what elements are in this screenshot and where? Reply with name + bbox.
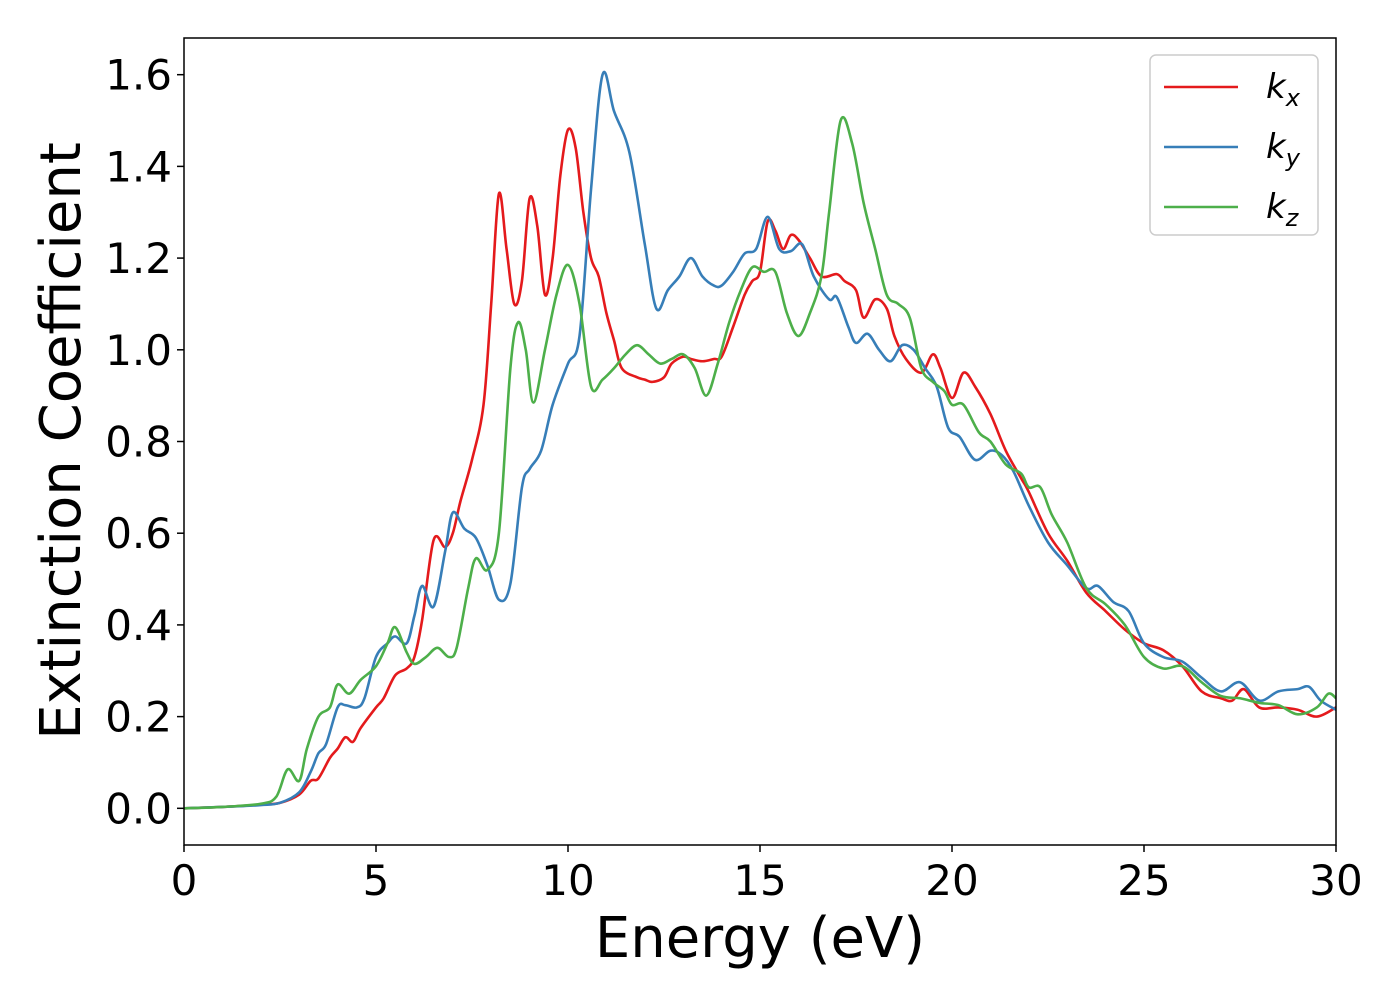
y-tick-label: 1.2 [105,234,172,283]
x-tick-label: 15 [733,856,786,905]
y-tick-label: 1.0 [105,326,172,375]
axis-ticks: 0 5 10 15 20 25 30 0.0 0.2 0.4 0.6 0.8 1.0 1.2 1.4 1.6 [105,51,1363,905]
legend-box [1149,54,1319,236]
x-tick-label: 30 [1309,856,1362,905]
y-axis-title: Extinction Coefficient [29,142,94,740]
y-tick-label: 0.8 [105,418,172,467]
y-tick-label: 0.0 [105,784,172,833]
x-tick-label: 0 [171,856,198,905]
y-tick-label: 0.6 [105,509,172,558]
x-tick-label: 25 [1117,856,1170,905]
x-tick-label: 10 [541,856,594,905]
series-lines [184,70,1336,810]
x-tick-label: 5 [363,856,390,905]
series-line-z [184,116,1336,810]
y-tick-label: 0.2 [105,693,172,742]
y-tick-label: 0.4 [105,601,172,650]
y-tick-label: 1.4 [105,142,172,191]
legend-label-y: ky [1266,127,1301,172]
y-tick-label: 1.6 [105,51,172,100]
x-axis-title: Energy (eV) [595,906,925,971]
x-tick-label: 20 [925,856,978,905]
